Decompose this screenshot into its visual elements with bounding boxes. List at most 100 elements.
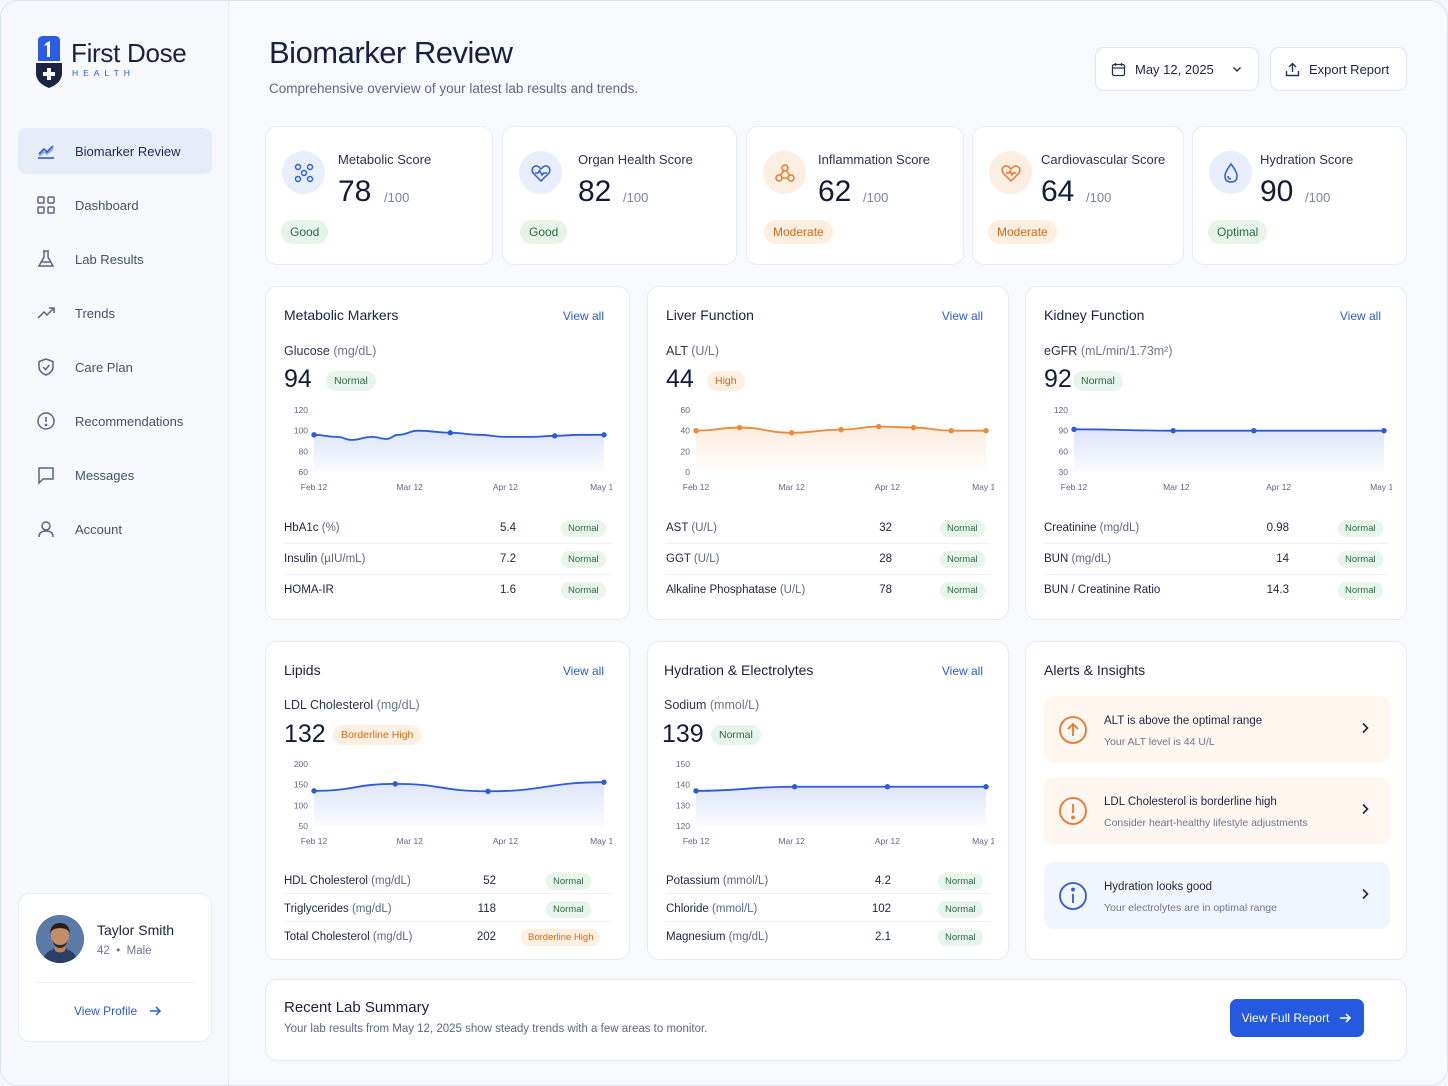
view-all-link[interactable]: View all	[941, 309, 983, 323]
y-tick-label: 0	[685, 467, 690, 477]
table-row: Total Cholesterol (mg/dL) 202 Borderline H…	[284, 922, 612, 950]
profile-card: Taylor Smith 42 • Male View Profile	[18, 893, 212, 1042]
x-tick-label: May 12	[972, 482, 994, 492]
date-picker[interactable]: May 12, 2025	[1095, 47, 1259, 91]
panel-title: Metabolic Markers	[284, 307, 399, 323]
score-card-organ-health[interactable]: Organ Health Score 82 /100 Good	[502, 126, 737, 265]
data-point	[1251, 427, 1257, 434]
metric-rows: AST (U/L) 32 Normal GGT (U/L) 28 Normal Alka…	[666, 513, 990, 606]
sidebar-item-account[interactable]: Account	[18, 506, 212, 552]
y-tick-label: 120	[1054, 405, 1068, 415]
data-point	[447, 430, 453, 436]
status-badge: Borderline High	[521, 929, 601, 946]
info-circle-icon	[1059, 882, 1087, 910]
chevron-right-icon	[1362, 803, 1369, 815]
row-label: BUN / Creatinine Ratio	[1044, 584, 1161, 596]
alert-text: Your electrolytes are in optimal range	[1104, 902, 1277, 914]
x-tick-label: Feb 12	[683, 482, 710, 492]
score-card-metabolic[interactable]: Metabolic Score 78 /100 Good	[265, 126, 493, 265]
metric-rows: HbA1c (%) 5.4 Normal Insulin (µIU/mL) 7.2 No…	[284, 513, 612, 606]
metric-name: eGFR	[1044, 344, 1078, 358]
alert-text: Your ALT level is 44 U/L	[1104, 736, 1215, 748]
metric-unit: (mg/dL)	[376, 698, 420, 712]
metabolic-markers-panel: Metabolic Markers View all Glucose (mg/d…	[265, 286, 630, 620]
status-badge: Normal	[938, 929, 983, 946]
view-all-link[interactable]: View all	[941, 664, 983, 678]
metric-value: 132	[284, 720, 326, 748]
app-name: First Dose	[71, 38, 187, 68]
y-tick-label: 100	[294, 800, 308, 810]
data-point	[311, 432, 317, 438]
alert-item[interactable]: ALT is above the optimal range Your ALT …	[1044, 696, 1390, 763]
x-tick-label: Apr 12	[493, 836, 518, 846]
page-title: Biomarker Review	[269, 35, 513, 70]
y-tick-label: 80	[299, 446, 309, 456]
data-point	[876, 423, 882, 430]
status-badge: Good	[281, 220, 329, 244]
metric-label: eGFR (mL/min/1.73m²)	[1044, 344, 1173, 358]
series-line	[1073, 428, 1384, 432]
series-line	[695, 785, 986, 792]
view-profile-link[interactable]: View Profile	[74, 1004, 162, 1018]
sidebar-item-label: Trends	[75, 305, 115, 321]
metric-unit: (U/L)	[691, 344, 720, 358]
alt-chart: 0 20 40 60 Feb 12 Mar 12 Apr 12 May 12	[681, 405, 994, 492]
calendar-icon	[1111, 62, 1126, 76]
sidebar-item-trends[interactable]: Trends	[18, 290, 212, 336]
sidebar-item-care-plan[interactable]: Care Plan	[18, 344, 212, 390]
status-badge: Normal	[940, 520, 985, 537]
metric-rows: HDL Cholesterol (mg/dL) 52 Normal Triglyce…	[284, 866, 612, 950]
view-full-report-button[interactable]: View Full Report	[1230, 999, 1364, 1037]
score-max: /100	[1305, 190, 1331, 205]
data-point	[693, 427, 699, 434]
chevron-right-icon	[1362, 722, 1369, 734]
sidebar-item-messages[interactable]: Messages	[18, 452, 212, 498]
panel-title: Alerts & Insights	[1044, 662, 1146, 678]
avatar	[36, 915, 84, 963]
y-tick-label: 60	[1059, 446, 1069, 456]
sidebar-item-lab-results[interactable]: Lab Results	[18, 236, 212, 282]
logo-shield-icon	[36, 36, 62, 88]
sidebar-item-biomarker-review[interactable]: Biomarker Review	[18, 128, 212, 174]
user-icon	[38, 521, 54, 538]
table-row: BUN / Creatinine Ratio 14.3 Normal	[1044, 575, 1388, 606]
sidebar-item-dashboard[interactable]: Dashboard	[18, 182, 212, 228]
alert-item[interactable]: Hydration looks good Your electrolytes a…	[1044, 862, 1390, 929]
row-label: Creatinine (mg/dL)	[1044, 522, 1140, 534]
score-label: Metabolic Score	[338, 152, 432, 167]
score-label: Hydration Score	[1260, 152, 1354, 167]
score-card-hydration[interactable]: Hydration Score 90 /100 Optimal	[1192, 126, 1407, 265]
series-area	[696, 426, 986, 472]
series-area	[1074, 429, 1384, 472]
data-point	[485, 788, 491, 794]
score-value: 90	[1260, 175, 1294, 208]
page-subtitle: Comprehensive overview of your latest la…	[269, 81, 639, 96]
view-all-link[interactable]: View all	[1339, 309, 1381, 323]
export-report-button[interactable]: Export Report	[1270, 47, 1407, 91]
row-label: Insulin (µIU/mL)	[284, 553, 366, 565]
droplet-icon	[1209, 151, 1252, 194]
row-value: 4.2	[875, 875, 891, 887]
alert-item[interactable]: LDL Cholesterol is borderline high Consi…	[1044, 777, 1390, 844]
data-point	[552, 433, 558, 439]
metric-value: 92	[1044, 365, 1072, 393]
view-all-link[interactable]: View all	[562, 664, 604, 678]
table-row: GGT (U/L) 28 Normal	[666, 544, 990, 575]
upload-icon	[1285, 62, 1300, 76]
data-point	[1170, 427, 1176, 434]
data-point	[983, 427, 989, 434]
table-row: Alkaline Phosphatase (U/L) 78 Normal	[666, 575, 990, 606]
metric-name: Sodium	[664, 698, 707, 712]
row-label: Potassium (mmol/L)	[666, 875, 769, 887]
data-point	[311, 788, 317, 794]
row-value: 1.6	[500, 584, 516, 596]
score-label: Inflammation Score	[818, 152, 930, 167]
sidebar-item-recommendations[interactable]: Recommendations	[18, 398, 212, 444]
summary-text: Your lab results from May 12, 2025 show …	[284, 1023, 708, 1035]
score-card-inflammation[interactable]: Inflammation Score 62 /100 Moderate	[746, 126, 964, 265]
view-all-link[interactable]: View all	[562, 309, 604, 323]
score-card-cardiovascular[interactable]: Cardiovascular Score 64 /100 Moderate	[972, 126, 1184, 265]
metric-value: 44	[666, 365, 694, 393]
score-value: 64	[1041, 175, 1075, 208]
